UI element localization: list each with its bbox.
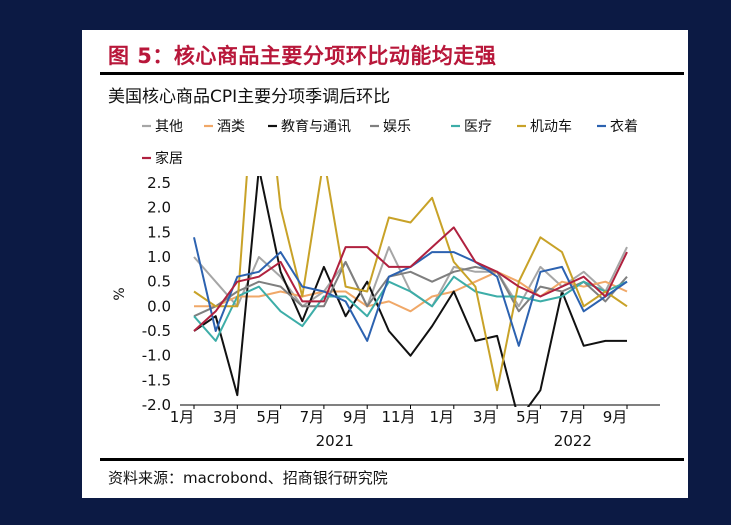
legend-label: 其他 — [155, 119, 183, 135]
x-tick-label: 3月 — [213, 408, 238, 426]
title-rule — [100, 72, 684, 75]
source-note: 资料来源：macrobond、招商银行研究院 — [108, 469, 388, 487]
x-tick-label: 11月 — [381, 408, 415, 426]
series-line — [193, 260, 628, 318]
legend-item: 机动车 — [517, 118, 572, 135]
legend-item: 教育与通讯 — [268, 119, 351, 135]
x-axis: 1月 3月 5月 7月 9月 11月 1月 3月 5月 7月 9月 2021 2022 — [170, 404, 660, 450]
x-tick-label: 9月 — [603, 408, 628, 426]
figure-title: 图 5：核心商品主要分项环比动能均走强 — [108, 44, 497, 68]
x-tick-label: 1月 — [430, 408, 455, 426]
y-tick-label: 2.0 — [147, 199, 171, 217]
legend-label: 医疗 — [464, 119, 492, 135]
y-axis: 2.5 2.0 1.5 1.0 0.5 0.0 -0.5 -1.0 -1.5 -2.0 — [142, 174, 171, 414]
legend-label: 机动车 — [530, 118, 572, 135]
legend-label: 酒类 — [217, 119, 245, 135]
chart-title: 美国核心商品CPI主要分项季调后环比 — [108, 87, 390, 107]
x-tick-label: 1月 — [170, 408, 195, 426]
y-tick-label: -2.0 — [142, 396, 171, 414]
legend-label: 衣着 — [610, 119, 638, 135]
series-line — [193, 226, 628, 332]
x-tick-label: 5月 — [256, 408, 281, 426]
y-tick-label: -0.5 — [142, 322, 171, 340]
y-tick-label: -1.5 — [142, 371, 171, 389]
series-line — [193, 176, 628, 392]
series-line — [193, 176, 627, 407]
footer-rule — [100, 458, 684, 461]
y-tick-label: 0.0 — [147, 297, 171, 315]
y-tick-label: 0.5 — [147, 273, 171, 291]
x-tick-label: 7月 — [300, 408, 325, 426]
y-axis-label: % — [112, 287, 128, 300]
y-tick-label: 2.5 — [147, 174, 171, 192]
legend-label: 娱乐 — [383, 119, 411, 135]
x-tick-label: 7月 — [559, 408, 584, 426]
legend-item: 娱乐 — [370, 119, 411, 135]
legend-label: 家居 — [155, 150, 183, 167]
y-tick-label: 1.0 — [147, 248, 171, 266]
plot-area — [193, 176, 628, 407]
x-tick-label: 3月 — [473, 408, 498, 426]
series-line — [193, 275, 628, 342]
legend-item: 其他 — [142, 119, 183, 135]
legend-item: 酒类 — [204, 119, 245, 135]
legend-item: 衣着 — [597, 119, 638, 135]
year-label: 2022 — [554, 432, 592, 450]
y-tick-label: 1.5 — [147, 223, 171, 241]
x-tick-label: 9月 — [343, 408, 368, 426]
y-tick-label: -1.0 — [142, 347, 171, 365]
x-tick-label: 5月 — [516, 408, 541, 426]
legend-item: 医疗 — [451, 119, 492, 135]
legend-item: 家居 — [142, 150, 183, 167]
legend-label: 教育与通讯 — [281, 119, 351, 135]
year-label: 2021 — [316, 432, 354, 450]
